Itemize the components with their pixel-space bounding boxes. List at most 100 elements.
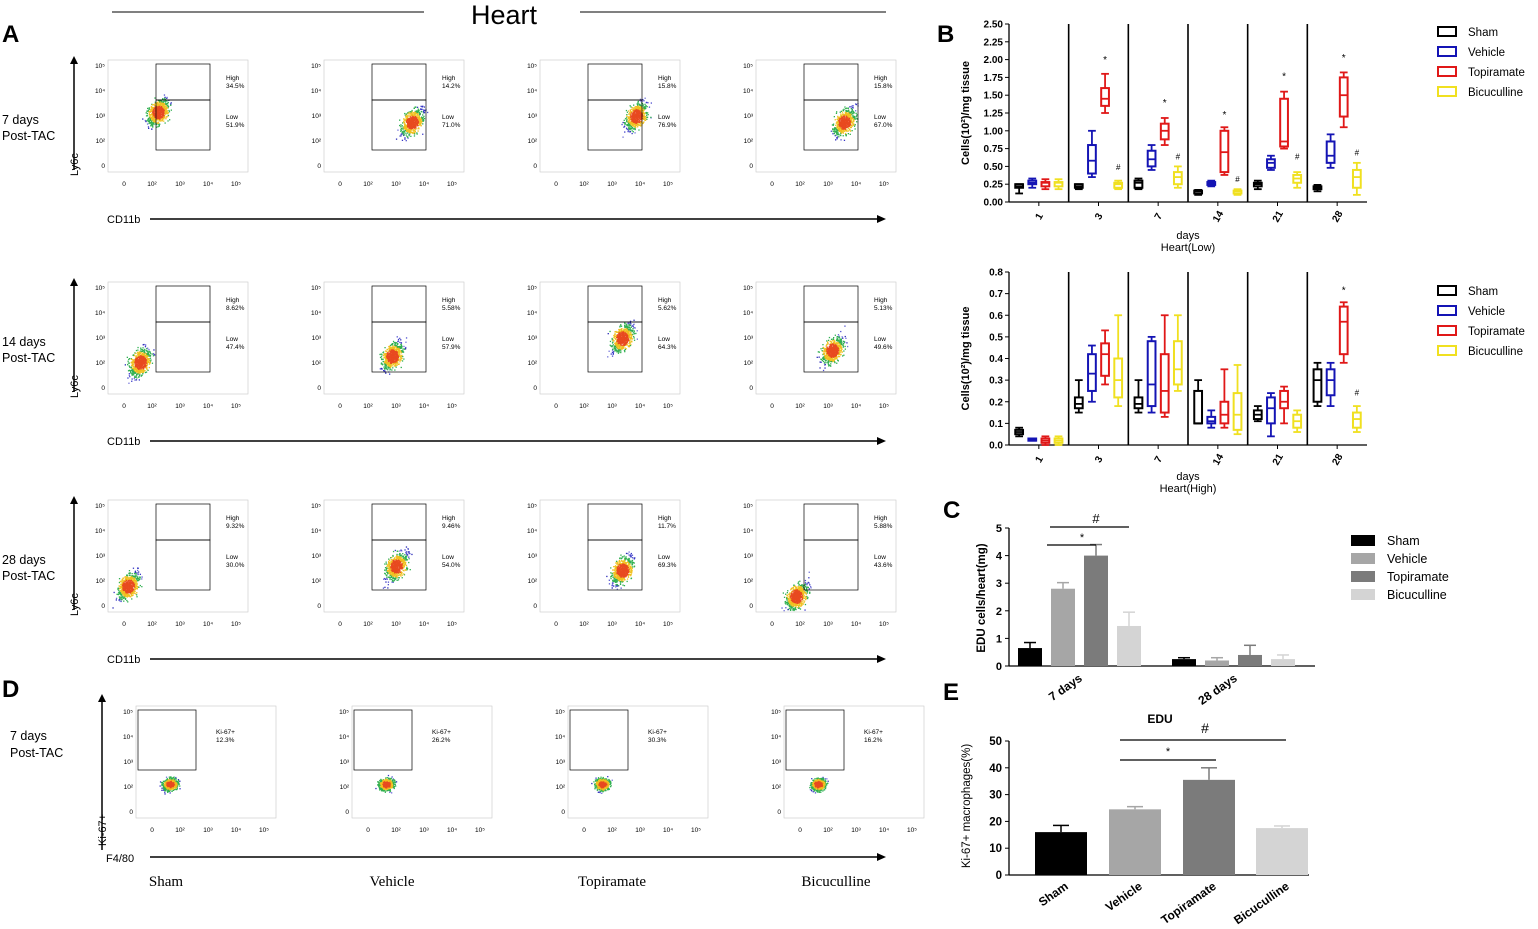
- event-dot: [619, 342, 621, 345]
- event-dot: [613, 336, 615, 339]
- event-dot: [397, 357, 399, 359]
- event-dot: [840, 113, 842, 115]
- event-dot: [156, 123, 158, 126]
- event-dot: [621, 339, 624, 342]
- event-dot: [629, 125, 631, 127]
- event-dot: [137, 358, 139, 360]
- gate-low-pct: 64.3%: [658, 344, 677, 351]
- event-dot: [162, 108, 164, 110]
- event-dot: [413, 133, 416, 135]
- event-dot: [157, 117, 160, 119]
- event-dot: [422, 133, 424, 135]
- event-dot: [161, 109, 163, 111]
- event-dot: [841, 120, 844, 123]
- event-dot: [398, 363, 400, 365]
- event-dot: [403, 345, 405, 348]
- event-dot: [142, 371, 144, 374]
- event-dot: [849, 126, 852, 129]
- event-dot: [166, 103, 168, 105]
- event-dot: [383, 362, 386, 364]
- event-dot: [634, 116, 637, 118]
- event-dot: [644, 106, 646, 108]
- event-dot: [622, 344, 624, 346]
- event-dot: [144, 358, 146, 361]
- event-dot: [399, 350, 401, 352]
- event-dot: [824, 347, 826, 350]
- x-tick-label: 10⁵: [447, 403, 457, 410]
- event-dot: [128, 365, 130, 367]
- event-dot: [623, 335, 625, 337]
- event-dot: [847, 115, 850, 117]
- row-day-label: 14 days: [2, 335, 46, 349]
- event-dot: [635, 121, 638, 123]
- event-dot: [401, 354, 403, 356]
- event-dot: [154, 103, 156, 105]
- event-dot: [404, 126, 406, 129]
- event-dot: [628, 119, 630, 121]
- event-dot: [396, 364, 398, 366]
- event-dot: [408, 122, 410, 124]
- event-dot: [838, 126, 840, 128]
- event-dot: [133, 360, 135, 362]
- event-dot: [644, 119, 646, 121]
- event-dot: [396, 336, 398, 338]
- x-tick-label: 10²: [363, 181, 373, 188]
- event-dot: [637, 105, 639, 107]
- event-dot: [610, 345, 612, 347]
- event-dot: [397, 338, 400, 341]
- event-dot: [140, 347, 142, 349]
- event-dot: [385, 372, 387, 374]
- event-dot: [840, 123, 842, 126]
- x-axis-arrowhead: [877, 215, 886, 223]
- event-dot: [846, 116, 848, 119]
- event-dot: [140, 367, 142, 369]
- event-dot: [626, 340, 629, 342]
- event-dot: [160, 120, 162, 122]
- event-dot: [615, 336, 617, 338]
- event-dot: [139, 368, 141, 370]
- event-dot: [160, 110, 162, 112]
- event-dot: [149, 355, 151, 357]
- event-dot: [623, 328, 625, 330]
- event-dot: [423, 112, 425, 114]
- event-dot: [136, 356, 139, 358]
- event-dot: [618, 340, 621, 342]
- event-dot: [157, 126, 159, 128]
- event-dot: [153, 104, 155, 106]
- event-dot: [835, 134, 837, 136]
- event-dot: [834, 135, 836, 137]
- event-dot: [629, 105, 631, 107]
- event-dot: [167, 104, 169, 106]
- event-dot: [632, 121, 635, 123]
- event-dot: [139, 374, 141, 376]
- event-dot: [145, 120, 147, 123]
- event-dot: [403, 134, 405, 136]
- event-dot: [417, 125, 419, 127]
- event-dot: [395, 354, 397, 356]
- event-dot: [399, 361, 401, 363]
- event-dot: [151, 104, 154, 106]
- event-dot: [398, 353, 400, 355]
- event-dot: [612, 340, 614, 342]
- event-dot: [129, 366, 131, 368]
- event-dot: [616, 335, 619, 338]
- event-dot: [629, 334, 631, 336]
- event-dot: [852, 113, 854, 115]
- event-dot: [821, 350, 823, 352]
- event-dot: [633, 119, 635, 121]
- event-dot: [619, 345, 621, 347]
- event-dot: [643, 112, 645, 114]
- event-dot: [411, 122, 414, 125]
- event-dot: [648, 106, 651, 108]
- event-dot: [386, 368, 388, 370]
- event-dot: [152, 126, 154, 128]
- event-dot: [839, 119, 841, 121]
- event-dot: [620, 332, 622, 334]
- event-dot: [404, 125, 406, 127]
- event-dot: [153, 115, 155, 117]
- gate-high-label: High: [658, 297, 672, 304]
- event-dot: [416, 128, 418, 130]
- event-dot: [635, 332, 637, 335]
- event-dot: [630, 331, 632, 333]
- event-dot: [393, 349, 395, 351]
